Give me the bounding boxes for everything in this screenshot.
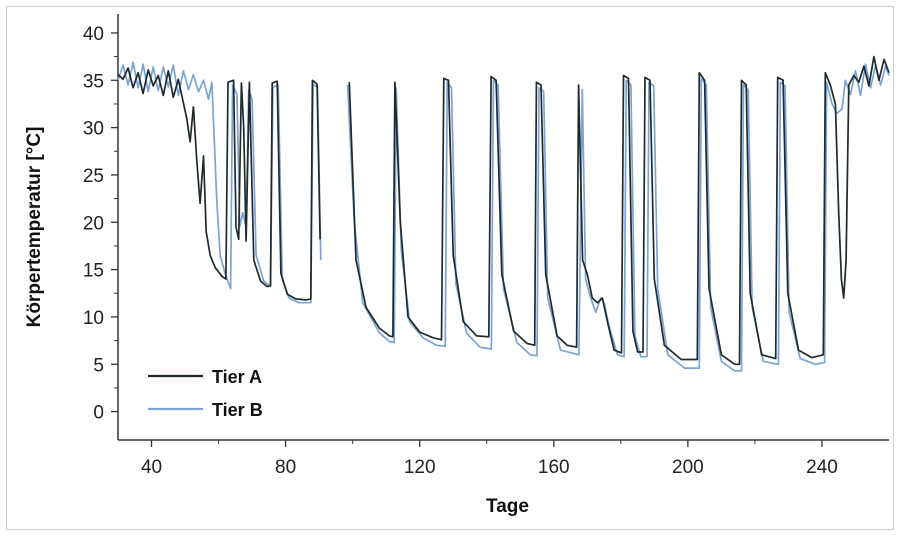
y-tick-label: 40 <box>83 24 104 45</box>
y-tick-label: 25 <box>83 166 104 187</box>
y-tick-label: 10 <box>83 308 104 329</box>
x-tick-label: 160 <box>538 457 570 478</box>
x-ticks: 40 80 120 160 200 240 <box>141 440 838 478</box>
y-ticks: 0 5 10 15 20 25 30 35 40 <box>83 24 118 424</box>
y-tick-label: 5 <box>93 355 104 376</box>
x-tick-label: 40 <box>141 457 162 478</box>
legend-label: Tier B <box>212 400 263 420</box>
x-tick-label: 200 <box>672 457 704 478</box>
y-tick-label: 35 <box>83 71 104 92</box>
series-line-tier-b <box>117 61 890 372</box>
y-tick-label: 30 <box>83 119 104 140</box>
x-tick-label: 80 <box>275 457 296 478</box>
y-axis-title: Körpertemperatur [°C] <box>24 127 45 328</box>
legend-label: Tier A <box>212 367 262 387</box>
series-line-tier-a <box>117 55 890 366</box>
x-tick-label: 120 <box>404 457 436 478</box>
x-tick-label: 240 <box>806 457 838 478</box>
series-layer <box>117 55 890 372</box>
y-tick-label: 0 <box>93 403 104 424</box>
x-axis-title: Tage <box>486 496 529 517</box>
y-tick-label: 20 <box>83 213 104 234</box>
axes <box>117 14 889 441</box>
y-tick-label: 15 <box>83 261 104 282</box>
legend: Tier A Tier B <box>148 367 263 420</box>
